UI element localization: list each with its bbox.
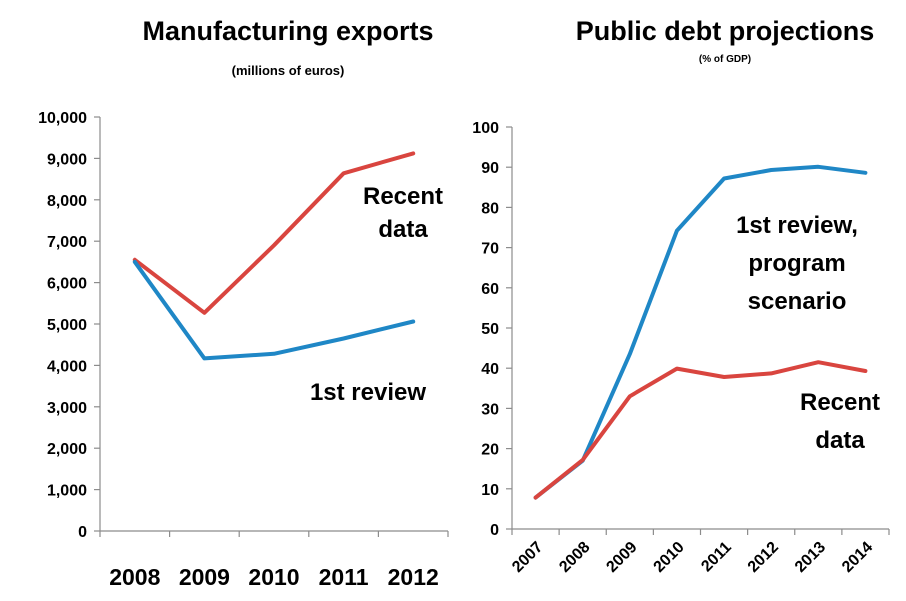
chart1-series: [132, 151, 416, 361]
chart2-subtitle: (% of GDP): [699, 54, 751, 65]
y-tick-label: 0: [490, 522, 499, 539]
x-tick-label: 2009: [179, 564, 230, 590]
chart2-x-tick-labels: 2007 2008 2009 2010 2011 2012 2013 2014: [509, 539, 876, 576]
chart2-title: Public debt projections: [576, 16, 875, 46]
chart2-axes: [506, 126, 890, 535]
y-tick-label: 8,000: [47, 193, 87, 210]
chart1-title: Manufacturing exports: [142, 16, 433, 46]
x-tick-label: 2008: [556, 539, 593, 576]
x-tick-label: 2010: [248, 564, 299, 590]
y-tick-label: 70: [481, 241, 499, 258]
y-tick-label: 80: [481, 200, 499, 217]
y-tick-label: 2,000: [47, 441, 87, 458]
series-annotation-recent: data: [378, 216, 428, 243]
x-tick-label: 2013: [792, 539, 829, 576]
x-tick-label: 2009: [603, 539, 640, 576]
y-tick-label: 1,000: [47, 483, 87, 500]
series-annotation-first-review: program: [748, 250, 845, 277]
x-tick-label: 2011: [698, 539, 735, 576]
series-annotation-recent: Recent: [363, 183, 443, 210]
y-tick-label: 100: [472, 120, 499, 137]
y-tick-label: 6,000: [47, 276, 87, 293]
chart1-y-tick-labels: 0 1,000 2,000 3,000 4,000 5,000 6,000 7,000 8,00…: [38, 110, 87, 541]
x-tick-label: 2008: [109, 564, 160, 590]
chart-public-debt-projections: Public debt projections (% of GDP) 0 10 20…: [472, 16, 890, 576]
x-tick-label: 2012: [388, 564, 439, 590]
y-tick-label: 60: [481, 281, 499, 298]
x-tick-label: 2014: [839, 539, 876, 576]
chart1-subtitle: (millions of euros): [232, 63, 345, 78]
chart1-axes: [94, 116, 449, 537]
series-annotation-recent: Recent: [800, 389, 880, 416]
y-tick-label: 90: [481, 160, 499, 177]
y-tick-label: 10: [481, 482, 499, 499]
y-tick-label: 20: [481, 442, 499, 459]
y-tick-label: 9,000: [47, 151, 87, 168]
x-tick-label: 2010: [651, 539, 688, 576]
series-annotation-first-review: scenario: [748, 288, 847, 315]
series-annotation-first-review: 1st review: [310, 379, 426, 406]
chart2-y-tick-labels: 0 10 20 30 40 50 60 70 80 90 100: [472, 120, 499, 539]
y-tick-label: 40: [481, 361, 499, 378]
x-tick-label: 2012: [745, 539, 782, 576]
y-tick-label: 30: [481, 401, 499, 418]
series-line-first-review: [132, 259, 416, 361]
y-tick-label: 7,000: [47, 234, 87, 251]
x-tick-label: 2011: [319, 564, 369, 590]
series-annotation-recent: data: [815, 427, 865, 454]
chart1-annotations: Recent data 1st review: [310, 183, 443, 406]
series-annotation-first-review: 1st review,: [736, 212, 858, 239]
chart1-x-tick-labels: 2008 2009 2010 2011 2012: [109, 564, 439, 590]
y-tick-label: 5,000: [47, 317, 87, 334]
y-tick-label: 4,000: [47, 358, 87, 375]
chart2-series: [533, 164, 868, 500]
y-tick-label: 0: [78, 524, 87, 541]
y-tick-label: 50: [481, 321, 499, 338]
chart2-annotations: 1st review, program scenario Recent data: [736, 212, 880, 454]
series-line-recent: [132, 151, 416, 315]
series-line-first-review: [533, 164, 868, 500]
chart-manufacturing-exports: Manufacturing exports (millions of euros…: [38, 16, 449, 590]
y-tick-label: 10,000: [38, 110, 87, 127]
series-line-recent: [533, 360, 868, 500]
x-tick-label: 2007: [509, 539, 546, 576]
y-tick-label: 3,000: [47, 400, 87, 417]
